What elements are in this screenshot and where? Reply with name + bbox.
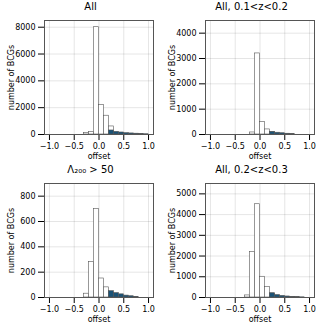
svg-text:−1.0: −1.0 bbox=[40, 305, 59, 314]
svg-text:0.0: 0.0 bbox=[254, 305, 267, 314]
svg-text:0.0: 0.0 bbox=[254, 142, 267, 151]
html-text:All: All bbox=[84, 1, 97, 12]
svg-text:4000: 4000 bbox=[15, 76, 35, 85]
svg-text:0: 0 bbox=[191, 293, 196, 302]
svg-text:1.0: 1.0 bbox=[142, 142, 155, 151]
svg-text:0: 0 bbox=[191, 130, 196, 139]
svg-text:number of BCGs: number of BCGs bbox=[168, 45, 177, 110]
svg-text:6000: 6000 bbox=[15, 50, 35, 59]
svg-text:600: 600 bbox=[20, 217, 35, 226]
svg-text:number of BCGs: number of BCGs bbox=[168, 208, 177, 273]
svg-text:0.5: 0.5 bbox=[278, 142, 291, 151]
svg-text:1000: 1000 bbox=[176, 105, 196, 114]
svg-text:400: 400 bbox=[20, 242, 35, 251]
svg-text:−0.5: −0.5 bbox=[65, 305, 84, 314]
svg-text:800: 800 bbox=[20, 192, 35, 201]
svg-text:−1.0: −1.0 bbox=[201, 142, 220, 151]
svg-text:3000: 3000 bbox=[176, 54, 196, 63]
svg-text:0.0: 0.0 bbox=[93, 142, 106, 151]
svg-text:0.5: 0.5 bbox=[278, 305, 291, 314]
svg-text:2000: 2000 bbox=[15, 103, 35, 112]
svg-text:−1.0: −1.0 bbox=[201, 305, 220, 314]
svg-text:0.5: 0.5 bbox=[117, 305, 130, 314]
svg-text:1.0: 1.0 bbox=[303, 305, 316, 314]
svg-text:−0.5: −0.5 bbox=[226, 305, 245, 314]
svg-text:4000: 4000 bbox=[176, 210, 196, 219]
svg-text:−0.5: −0.5 bbox=[65, 142, 84, 151]
svg-text:0: 0 bbox=[30, 130, 35, 139]
svg-text:0: 0 bbox=[30, 293, 35, 302]
html-text:Λ₂₀₀ > 50: Λ₂₀₀ > 50 bbox=[67, 164, 114, 175]
svg-text:1.0: 1.0 bbox=[303, 142, 316, 151]
svg-text:offset: offset bbox=[88, 315, 111, 324]
svg-text:4000: 4000 bbox=[176, 29, 196, 38]
svg-text:1.0: 1.0 bbox=[142, 305, 155, 314]
svg-text:2000: 2000 bbox=[176, 79, 196, 88]
svg-text:offset: offset bbox=[249, 152, 272, 161]
svg-text:1000: 1000 bbox=[176, 272, 196, 281]
svg-text:offset: offset bbox=[88, 152, 111, 161]
svg-text:number of BCGs: number of BCGs bbox=[7, 45, 16, 110]
svg-text:0.0: 0.0 bbox=[93, 305, 106, 314]
html-text:All, 0.2<z<0.3: All, 0.2<z<0.3 bbox=[215, 164, 288, 175]
svg-text:−1.0: −1.0 bbox=[40, 142, 59, 151]
svg-text:number of BCGs: number of BCGs bbox=[7, 208, 16, 273]
html-text:All, 0.1<z<0.2: All, 0.1<z<0.2 bbox=[215, 1, 288, 12]
svg-text:5000: 5000 bbox=[176, 189, 196, 198]
svg-text:0.5: 0.5 bbox=[117, 142, 130, 151]
svg-text:8000: 8000 bbox=[15, 23, 35, 32]
svg-text:2000: 2000 bbox=[176, 252, 196, 261]
svg-text:offset: offset bbox=[249, 315, 272, 324]
svg-text:3000: 3000 bbox=[176, 231, 196, 240]
svg-text:200: 200 bbox=[20, 268, 35, 277]
svg-text:−0.5: −0.5 bbox=[226, 142, 245, 151]
